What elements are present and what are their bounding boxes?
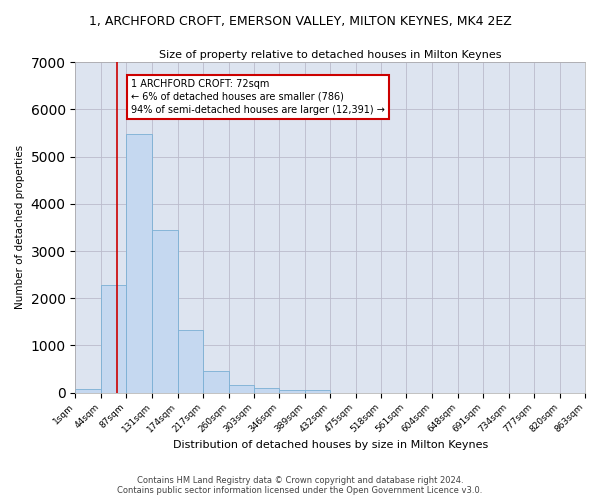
Bar [76,389,101,392]
Y-axis label: Number of detached properties: Number of detached properties [15,146,25,310]
Bar [280,390,305,392]
Bar [178,330,203,392]
Bar [152,230,178,392]
Bar [101,285,126,393]
Title: Size of property relative to detached houses in Milton Keynes: Size of property relative to detached ho… [159,50,502,60]
X-axis label: Distribution of detached houses by size in Milton Keynes: Distribution of detached houses by size … [173,440,488,450]
Bar [126,134,152,392]
Bar [203,371,229,392]
Bar [229,386,254,392]
Bar [305,390,330,392]
Bar [254,388,280,392]
Text: 1, ARCHFORD CROFT, EMERSON VALLEY, MILTON KEYNES, MK4 2EZ: 1, ARCHFORD CROFT, EMERSON VALLEY, MILTO… [89,15,511,28]
Text: 1 ARCHFORD CROFT: 72sqm
← 6% of detached houses are smaller (786)
94% of semi-de: 1 ARCHFORD CROFT: 72sqm ← 6% of detached… [131,78,385,115]
Text: Contains HM Land Registry data © Crown copyright and database right 2024.
Contai: Contains HM Land Registry data © Crown c… [118,476,482,495]
